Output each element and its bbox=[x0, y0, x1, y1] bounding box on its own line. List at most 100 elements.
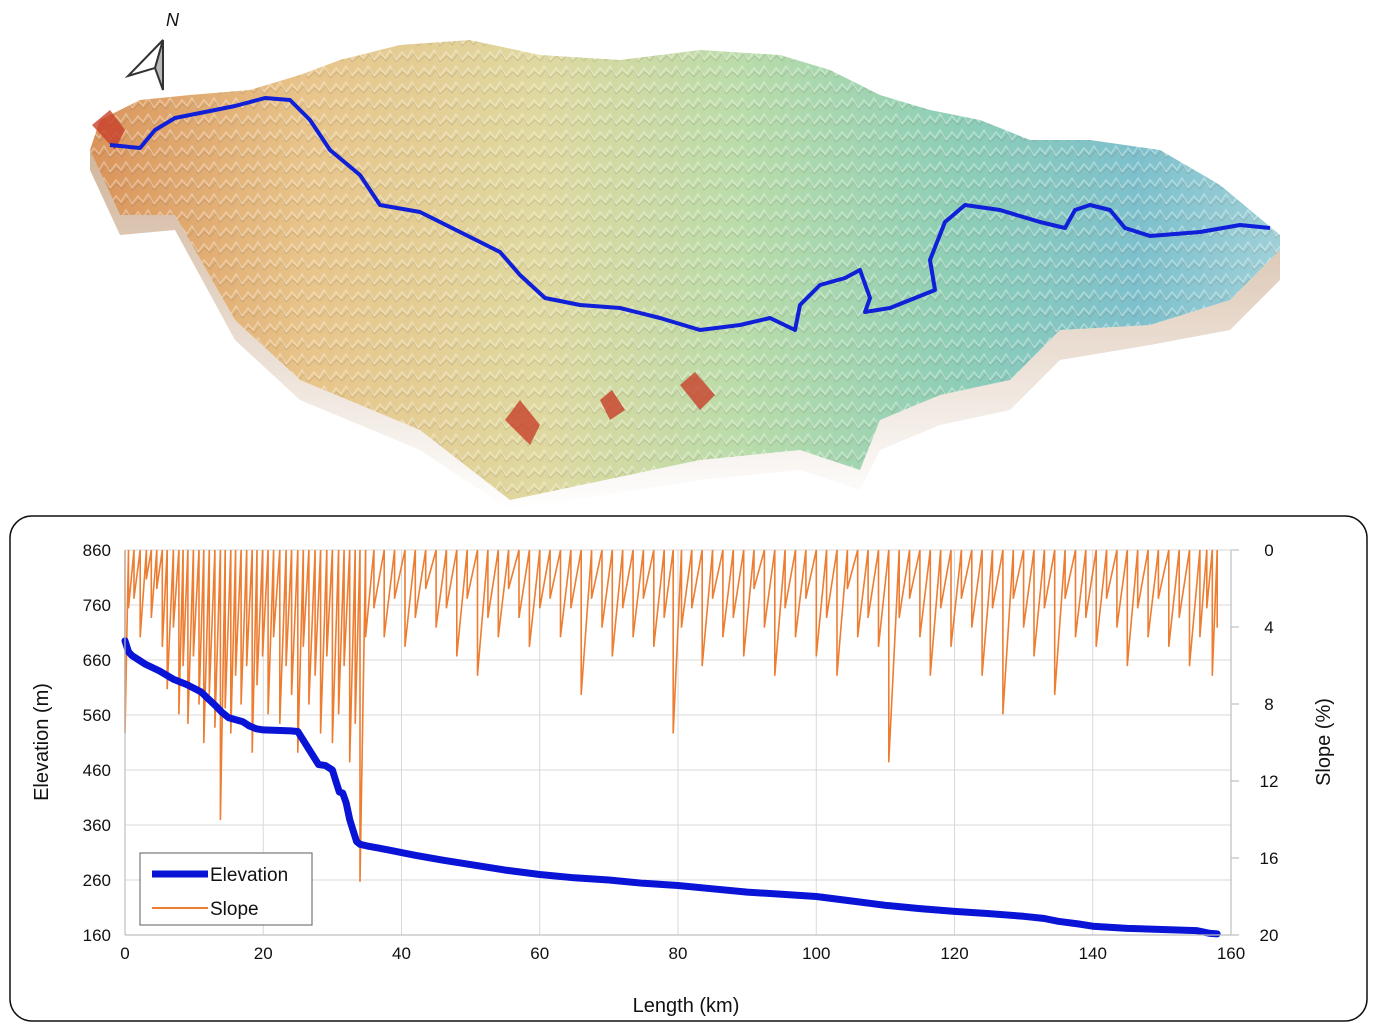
slope-point bbox=[1002, 712, 1004, 715]
slope-point bbox=[1157, 597, 1160, 599]
slope-point bbox=[192, 655, 195, 657]
slope-point bbox=[245, 664, 248, 667]
slope-point bbox=[1167, 645, 1170, 648]
slope-point bbox=[497, 635, 500, 638]
slope-point bbox=[691, 606, 693, 609]
elevation-point bbox=[341, 792, 344, 795]
slope-point bbox=[919, 635, 921, 638]
elevation-point bbox=[137, 659, 140, 661]
slope-point bbox=[621, 606, 624, 609]
slope-point bbox=[285, 664, 287, 667]
slope-point bbox=[939, 606, 942, 609]
slope-point bbox=[272, 635, 275, 638]
elevation-point bbox=[538, 873, 541, 876]
slope-point bbox=[466, 597, 468, 599]
slope-point bbox=[127, 606, 130, 609]
elevation-point bbox=[1043, 917, 1046, 920]
slope-point bbox=[290, 693, 293, 696]
terrain-peaks bbox=[92, 110, 715, 445]
slope-point bbox=[981, 674, 983, 676]
slope-point bbox=[383, 635, 386, 638]
slope-point bbox=[507, 587, 510, 590]
elevation-point bbox=[642, 882, 645, 885]
elevation-point bbox=[130, 654, 133, 657]
elevation-point bbox=[200, 690, 203, 693]
terrain-side-wall bbox=[90, 150, 1280, 510]
elevation-point bbox=[1195, 929, 1198, 932]
elevation-point bbox=[227, 716, 230, 719]
elevation-point bbox=[988, 912, 991, 915]
slope-point bbox=[877, 645, 880, 648]
slope-point bbox=[139, 635, 142, 638]
elevation-point bbox=[289, 729, 292, 732]
slope-point bbox=[1053, 693, 1056, 696]
slope-point bbox=[570, 606, 572, 609]
elevation-point bbox=[359, 843, 362, 846]
elevation-point bbox=[1057, 920, 1060, 923]
slope-point bbox=[155, 587, 158, 590]
slope-point bbox=[836, 674, 838, 676]
y-tick-label: 260 bbox=[83, 871, 111, 890]
elevation-point bbox=[953, 910, 956, 913]
elevation-point bbox=[338, 791, 341, 793]
slope-point bbox=[1136, 606, 1139, 609]
elevation-point bbox=[213, 704, 216, 707]
slope-point bbox=[908, 597, 911, 599]
slope-point bbox=[240, 703, 242, 705]
elevation-point bbox=[607, 879, 610, 881]
y-tick-label: 160 bbox=[83, 926, 111, 945]
legend: Elevation Slope bbox=[139, 852, 313, 926]
slope-point bbox=[435, 626, 437, 628]
slope-point bbox=[203, 741, 205, 744]
slope-point bbox=[1043, 606, 1046, 609]
slope-point bbox=[314, 674, 316, 676]
x-tick-label: 20 bbox=[254, 944, 273, 963]
slope-point bbox=[343, 664, 345, 667]
elevation-series bbox=[121, 637, 1221, 938]
slope-point bbox=[794, 635, 797, 638]
elevation-point bbox=[352, 829, 355, 832]
elevation-point bbox=[573, 876, 576, 879]
y-tick-label: 860 bbox=[83, 541, 111, 560]
slope-point bbox=[856, 635, 859, 638]
slope-point bbox=[178, 712, 180, 715]
x-tick-label: 140 bbox=[1079, 944, 1107, 963]
slope-point bbox=[1199, 635, 1201, 638]
slope-point bbox=[214, 726, 216, 728]
slope-point bbox=[319, 732, 322, 734]
tick-labels: 0 20 40 60 80 100 120 140 1601602603604605606607… bbox=[83, 541, 1279, 963]
slope-point bbox=[611, 655, 614, 657]
y-tick-label: 760 bbox=[83, 596, 111, 615]
slope-point bbox=[354, 722, 356, 725]
slope-point bbox=[1064, 597, 1066, 599]
profile-chart: 0 20 40 60 80 100 120 140 1601602603604605606607… bbox=[9, 515, 1368, 1022]
slope-point bbox=[1116, 626, 1118, 628]
y-tick-label: 560 bbox=[83, 706, 111, 725]
elevation-point bbox=[849, 899, 852, 902]
elevation-point bbox=[1209, 932, 1212, 935]
legend-box bbox=[139, 852, 313, 926]
slope-point bbox=[364, 635, 367, 638]
slope-point bbox=[234, 674, 237, 676]
elevation-point bbox=[1091, 925, 1094, 928]
slope-point bbox=[950, 645, 952, 648]
slope-point bbox=[219, 818, 222, 821]
slope-point bbox=[867, 616, 869, 619]
slope-point bbox=[763, 626, 766, 628]
x-tick-label: 80 bbox=[669, 944, 688, 963]
elevation-point bbox=[303, 741, 306, 744]
y2-tick-label: 12 bbox=[1260, 772, 1279, 791]
y2-tick-label: 0 bbox=[1264, 541, 1273, 560]
slope-point bbox=[680, 626, 683, 628]
elevation-point bbox=[746, 891, 749, 894]
slope-point bbox=[701, 664, 703, 667]
slope-point bbox=[518, 616, 520, 619]
elevation-point bbox=[334, 780, 337, 782]
axes bbox=[124, 549, 1239, 936]
slope-point bbox=[198, 703, 200, 705]
x-tick-label: 40 bbox=[392, 944, 411, 963]
legend-label-slope: Slope bbox=[210, 899, 259, 920]
slope-point bbox=[815, 655, 818, 657]
y2-tick-label: 20 bbox=[1260, 926, 1279, 945]
slope-point bbox=[187, 722, 189, 725]
